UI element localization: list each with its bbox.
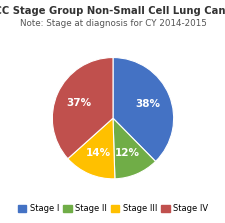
Wedge shape bbox=[68, 118, 114, 179]
Text: AJCC Stage Group Non-Small Cell Lung Cancer: AJCC Stage Group Non-Small Cell Lung Can… bbox=[0, 6, 225, 16]
Text: Note: Stage at diagnosis for CY 2014-2015: Note: Stage at diagnosis for CY 2014-201… bbox=[20, 19, 205, 28]
Wedge shape bbox=[52, 58, 112, 159]
Text: 37%: 37% bbox=[66, 98, 91, 108]
Text: 12%: 12% bbox=[115, 148, 140, 158]
Wedge shape bbox=[112, 118, 155, 179]
Text: 38%: 38% bbox=[135, 99, 160, 109]
Text: 14%: 14% bbox=[85, 148, 110, 158]
Wedge shape bbox=[112, 58, 173, 161]
Legend: Stage I, Stage II, Stage III, Stage IV: Stage I, Stage II, Stage III, Stage IV bbox=[18, 204, 207, 213]
